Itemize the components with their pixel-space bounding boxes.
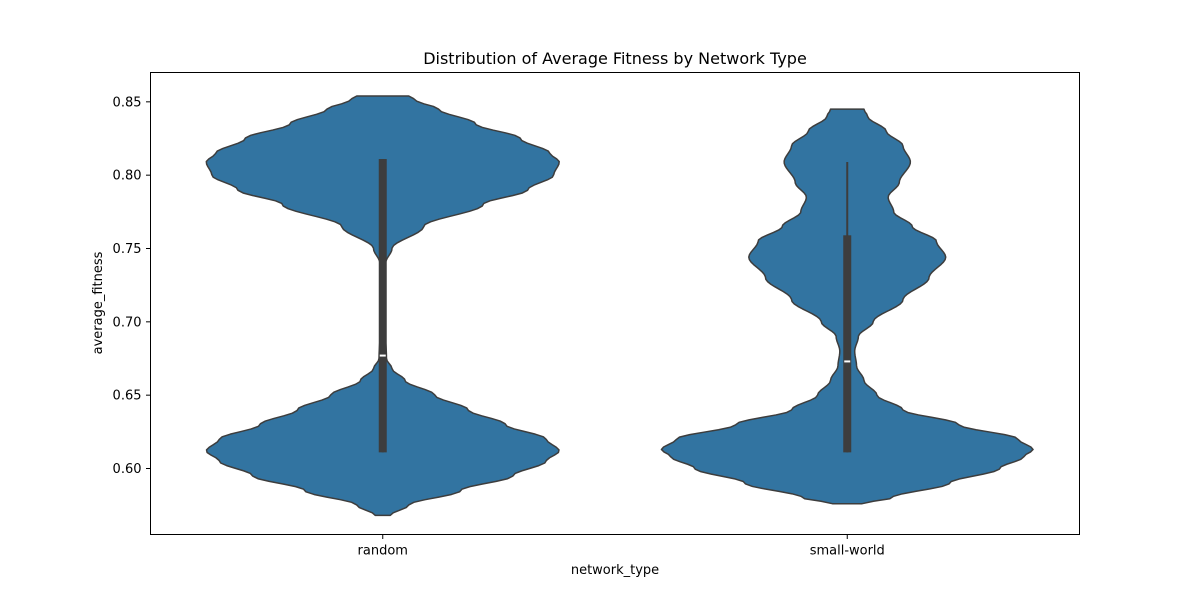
x-tick-label: small-world bbox=[810, 544, 885, 559]
x-axis-label: network_type bbox=[571, 563, 659, 578]
y-axis: 0.60 0.65 0.70 0.75 0.80 0.85 bbox=[113, 95, 151, 477]
y-axis-label: average_fitness bbox=[91, 251, 106, 354]
y-tick-label: 0.60 bbox=[113, 462, 142, 477]
y-tick-label: 0.75 bbox=[113, 242, 142, 257]
plot-frame bbox=[150, 72, 1080, 535]
y-tick-label: 0.70 bbox=[113, 315, 142, 330]
y-tick-label: 0.85 bbox=[113, 95, 142, 110]
violin-small-world bbox=[660, 108, 1034, 505]
x-tick-label: random bbox=[358, 544, 408, 559]
y-tick-label: 0.65 bbox=[113, 389, 142, 404]
chart-title: Distribution of Average Fitness by Netwo… bbox=[423, 49, 807, 68]
violin-random bbox=[205, 95, 560, 517]
x-axis: random small-world bbox=[358, 534, 885, 559]
violins-group bbox=[205, 95, 1034, 517]
violin-iqr-box-random bbox=[378, 159, 387, 453]
violin-iqr-box-small-world bbox=[843, 235, 852, 453]
y-tick-label: 0.80 bbox=[113, 169, 142, 184]
